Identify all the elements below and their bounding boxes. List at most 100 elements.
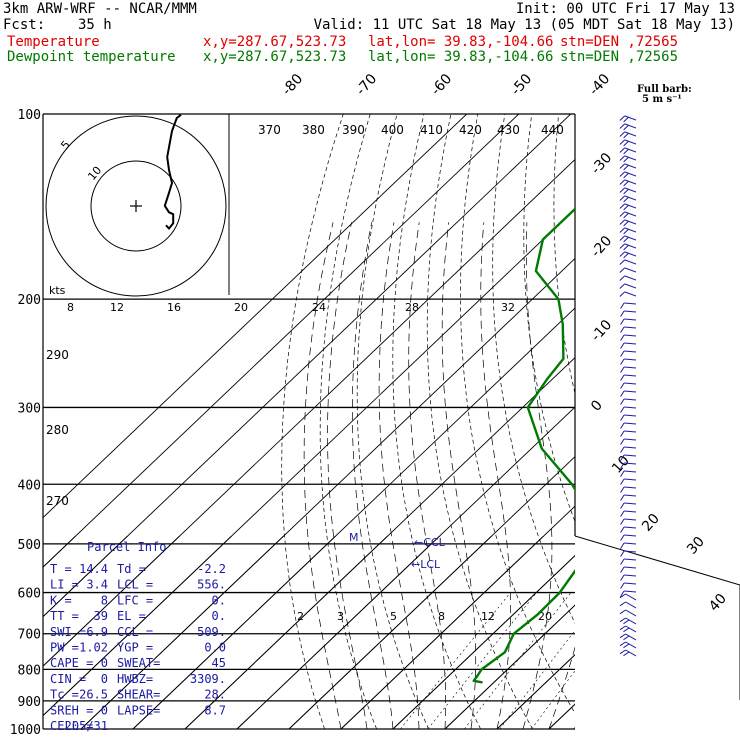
wind-barb-flag [620,494,625,501]
wind-barb [619,291,637,297]
parcel-val-left: 26.5 [79,688,108,702]
theta-label-410: 410 [420,123,443,137]
parcel-key-left: Tc = [50,688,79,702]
wind-barb-staff [624,574,637,577]
wind-barb-flag [620,342,625,349]
isotherm--90 [43,158,575,667]
theta-left-label-290: 290 [46,348,69,362]
wind-barb [620,398,637,405]
wind-barb-staff [624,414,637,417]
isotherm-label-40: 40 [706,591,730,615]
wind-barb [619,195,637,203]
wind-barb-staff [624,454,637,457]
wind-barb-flag [620,454,625,461]
parcel-val-right: 0.0 [204,641,226,655]
theta-label-390: 390 [342,123,365,137]
wind-barb-flag [619,243,626,249]
wind-barb-staff [624,115,637,121]
wind-barb-staff [624,243,637,249]
wind-barb-staff [624,251,637,257]
wind-barb [619,219,637,227]
parcel-val-right: 0. [212,609,226,623]
parcel-key-left: CELL = [50,719,93,733]
wind-barb [620,486,637,493]
wind-barb [620,414,637,421]
isotherm--120 [43,114,468,519]
isotherm-40 [653,114,740,729]
parcel-val-right: 45 [212,656,226,670]
wind-barb-flag [623,140,629,147]
wind-barb [620,534,637,541]
wind-barb-flag [619,179,626,185]
moist-adiabat--5 [378,222,420,729]
wind-barb-staff [624,542,637,545]
parcel-key-left: K = [50,593,72,607]
wind-barb-staff [624,203,637,209]
mixing-ratio-20 [573,726,575,729]
dewpoint-xy: x,y=287.67,523.73 [203,49,347,65]
parcel-key-right: LCL = [117,578,153,592]
wind-barb-flag [620,398,625,405]
isotherm-low--10 [392,555,575,729]
pressure-label-900: 900 [18,695,41,710]
isotherm--40 [236,406,575,729]
pressure-label-700: 700 [18,628,41,643]
wind-barb [620,566,637,573]
parcel-val-left: 1.02 [79,641,108,655]
isotherm-label--10: -10 [588,317,615,345]
wind-barb-staff [624,326,637,329]
wind-barb-staff [624,235,637,241]
wind-barb-staff [624,219,637,225]
wind-barb-staff [624,163,637,169]
wind-barb-flag [623,220,629,227]
wind-barb [619,131,637,139]
wind-barb-flag [623,619,630,625]
pressure-label-500: 500 [18,538,41,553]
wind-barb-staff [624,358,637,361]
wind-barb-staff [624,334,637,337]
wind-barb [620,454,637,461]
isotherm-20 [548,703,575,729]
wind-barb-staff [624,550,637,553]
wind-barb-flag [619,187,626,193]
wind-barb [620,366,637,373]
wind-barb-staff [624,558,637,561]
pressure-label-100: 100 [18,108,41,123]
wind-barb-flag [619,609,626,615]
wind-barb-staff [624,179,637,185]
parcel-val-right: 556. [197,578,226,592]
wind-barb [619,251,637,259]
wind-barb-staff [624,259,637,265]
barb-legend-title: Full barb: [637,84,692,95]
wind-barb-staff [624,350,637,353]
wind-barb-flag [619,139,626,145]
theta-left-label-280: 280 [46,423,69,437]
isotherm--30 [288,455,575,729]
wind-barb-staff [624,422,637,425]
mixing-label-5: 5 [390,610,397,623]
wind-barb-staff [624,318,637,321]
parcel-key-left: T = [50,562,72,576]
wind-barb [620,470,637,477]
parcel-key-left: CAPE = [50,656,93,670]
wind-barb-staff [625,649,637,657]
temperature-latlon: lat,lon= 39.83,-104.66 [368,34,554,50]
wind-barb-staff [624,534,637,537]
dry-adiabat-270 [356,114,429,729]
wind-barb-flag [620,366,625,373]
wind-barb [619,601,637,609]
wind-barb-flag [620,518,625,525]
theta-label-430: 430 [497,123,520,137]
wind-barb [619,633,637,641]
pressure-label-200: 200 [18,293,41,308]
isotherm-label--20: -20 [588,233,615,261]
isotherm-0 [444,604,575,729]
wind-barb-staff [624,398,637,401]
wind-barb [620,510,637,517]
wind-barb-flag [619,155,626,161]
parcel-val-left: 0 [101,656,108,670]
wind-barb-flag [623,627,630,633]
isotherm-label--70: -70 [353,71,380,99]
wind-barb-flag [620,422,625,429]
